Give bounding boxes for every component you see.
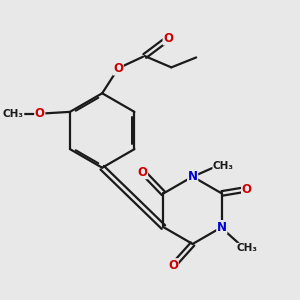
- Text: N: N: [188, 170, 198, 183]
- Text: CH₃: CH₃: [213, 160, 234, 171]
- Text: O: O: [35, 107, 45, 120]
- Text: O: O: [168, 259, 178, 272]
- Text: O: O: [163, 32, 173, 45]
- Text: N: N: [217, 220, 227, 234]
- Text: O: O: [113, 62, 123, 75]
- Text: CH₃: CH₃: [236, 243, 257, 254]
- Text: CH₃: CH₃: [3, 109, 24, 119]
- Text: O: O: [137, 166, 148, 179]
- Text: O: O: [242, 183, 252, 196]
